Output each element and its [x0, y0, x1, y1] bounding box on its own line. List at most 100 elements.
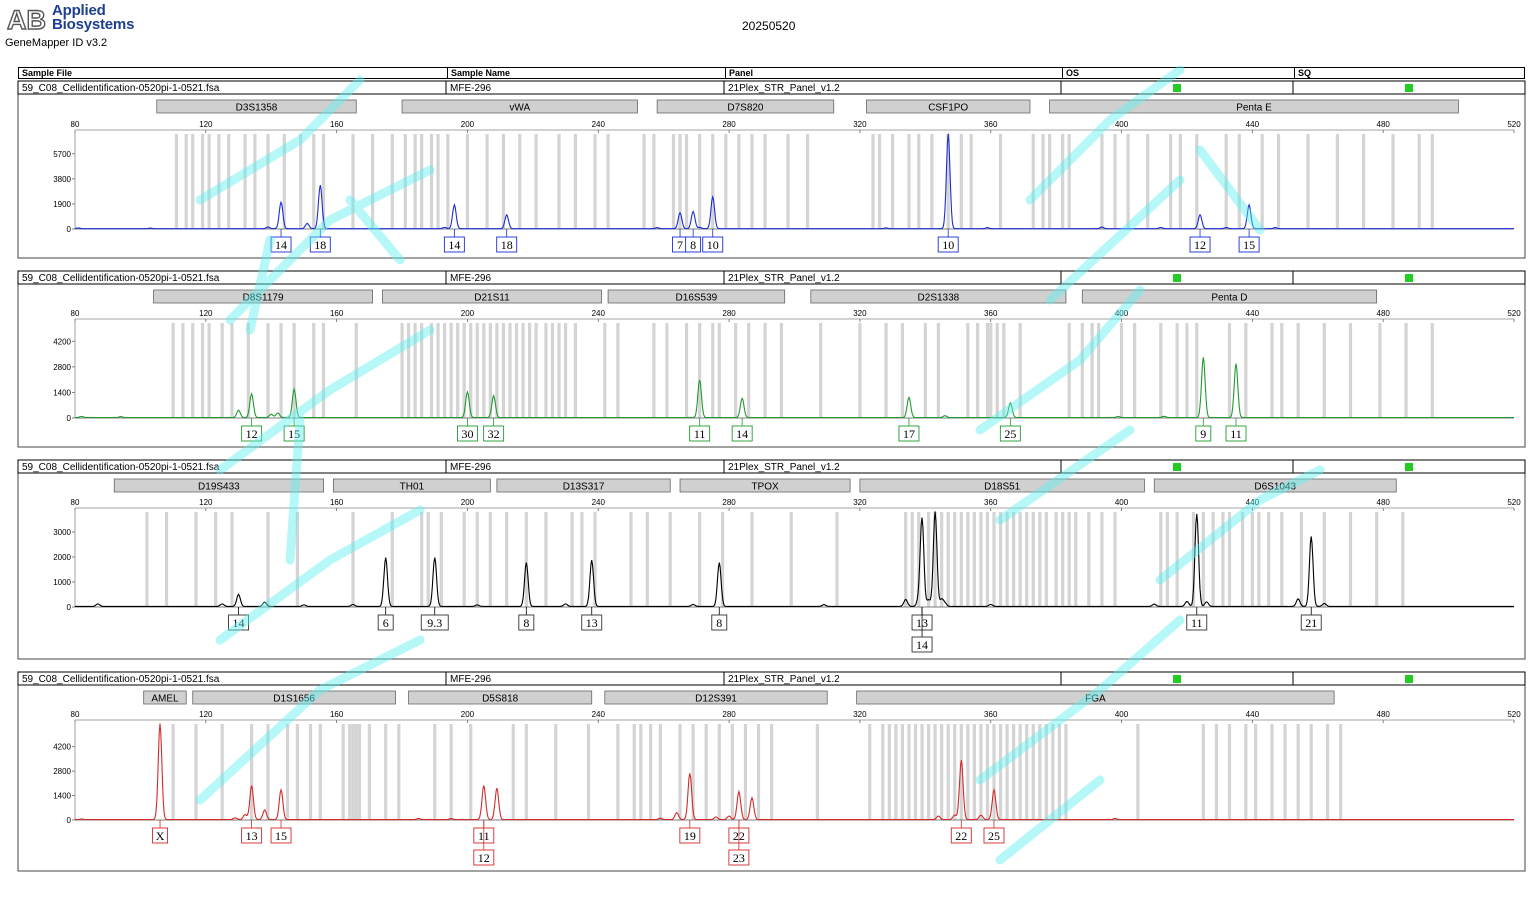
bin-stripe	[429, 323, 434, 418]
bin-stripe	[1025, 512, 1029, 607]
allele-call-box[interactable]	[983, 827, 1005, 844]
allele-call-box[interactable]	[1300, 614, 1322, 631]
allele-call-box[interactable]	[679, 827, 701, 844]
os-status-indicator[interactable]	[1173, 274, 1181, 282]
locus-box[interactable]	[1081, 289, 1378, 304]
allele-call-box[interactable]	[1238, 236, 1260, 253]
locus-box[interactable]	[607, 289, 786, 304]
x-axis: 80 120 160 200 240 280 320 360 400 440 480 520	[71, 309, 1521, 322]
os-status-indicator[interactable]	[1173, 463, 1181, 471]
sample-file-name: 59_C08_Cellidentification-0520pi-1-0521.…	[22, 83, 220, 94]
locus-box[interactable]	[113, 478, 324, 493]
locus-box[interactable]	[153, 289, 374, 304]
bin-stripe	[1100, 134, 1104, 229]
allele-call-box[interactable]	[689, 425, 711, 442]
allele-call-box[interactable]	[1189, 236, 1211, 253]
bin-stripe	[1047, 134, 1052, 229]
allele-call-box[interactable]	[283, 425, 305, 442]
allele-call-box[interactable]	[685, 236, 702, 253]
allele-call-box[interactable]	[270, 236, 292, 253]
x-tick-label: 240	[592, 710, 606, 719]
allele-call-box[interactable]	[420, 614, 449, 631]
locus-box[interactable]	[156, 99, 357, 114]
allele-call-box[interactable]	[937, 236, 959, 253]
locus-box[interactable]	[192, 690, 396, 705]
allele-call-box[interactable]	[911, 636, 933, 653]
bin-stripe	[966, 512, 970, 607]
bin-stripe	[1339, 724, 1343, 820]
sq-status-indicator[interactable]	[1405, 675, 1413, 683]
allele-call-box[interactable]	[581, 614, 603, 631]
column-header-sample-name[interactable]: Sample Name	[447, 68, 725, 78]
allele-call-box[interactable]	[702, 236, 724, 253]
bin-stripe	[573, 323, 577, 418]
allele-call-box[interactable]	[152, 827, 168, 844]
sq-status-indicator[interactable]	[1405, 84, 1413, 92]
locus-box[interactable]	[656, 99, 835, 114]
allele-call-box[interactable]	[377, 614, 394, 631]
allele-call-label: 14	[916, 638, 928, 652]
locus-box[interactable]	[143, 690, 187, 705]
locus-box[interactable]	[496, 478, 671, 493]
bin-stripe	[858, 323, 862, 418]
locus-box[interactable]	[856, 690, 1335, 705]
column-header-panel[interactable]: Panel	[725, 68, 1062, 78]
allele-call-box[interactable]	[443, 236, 465, 253]
allele-call-box[interactable]	[728, 849, 750, 866]
x-tick-label: 400	[1115, 120, 1129, 129]
bin-stripe	[436, 134, 440, 229]
sq-status-indicator[interactable]	[1405, 274, 1413, 282]
allele-call-box[interactable]	[496, 236, 518, 253]
locus-box[interactable]	[332, 478, 491, 493]
bin-stripe	[946, 724, 950, 820]
allele-call-box[interactable]	[241, 425, 263, 442]
column-header-os[interactable]: OS	[1062, 68, 1294, 78]
locus-box[interactable]	[408, 690, 593, 705]
allele-call-box[interactable]	[711, 614, 728, 631]
locus-box[interactable]	[1049, 99, 1459, 114]
allele-call-box[interactable]	[457, 425, 478, 442]
peak-apex	[352, 603, 354, 605]
peak-apex	[1186, 600, 1188, 602]
allele-call-box[interactable]	[270, 827, 292, 844]
allele-call-box[interactable]	[950, 827, 972, 844]
allele-call-box[interactable]	[1186, 614, 1208, 631]
allele-call-box[interactable]	[999, 425, 1021, 442]
x-tick-label: 160	[330, 120, 344, 129]
locus-box[interactable]	[810, 289, 1067, 304]
allele-call-label: 21	[1305, 616, 1317, 630]
allele-call-box[interactable]	[731, 425, 753, 442]
locus-box[interactable]	[1153, 478, 1397, 493]
peak-apex	[993, 789, 995, 791]
locus-box[interactable]	[679, 478, 851, 493]
allele-call-box[interactable]	[1195, 425, 1212, 442]
bin-stripe	[200, 323, 205, 418]
allele-call-box[interactable]	[518, 614, 535, 631]
locus-box[interactable]	[604, 690, 828, 705]
column-header-sq[interactable]: SQ	[1294, 68, 1524, 78]
column-header-sample-file[interactable]: Sample File	[22, 68, 73, 78]
bin-stripe	[505, 512, 509, 607]
peak-apex	[159, 722, 161, 724]
allele-call-box[interactable]	[483, 425, 505, 442]
sq-status-indicator[interactable]	[1405, 463, 1413, 471]
allele-call-label: 32	[488, 427, 500, 441]
bin-stripe	[456, 323, 460, 418]
allele-call-label: 12	[246, 427, 258, 441]
bin-stripe	[230, 323, 234, 418]
allele-call-box[interactable]	[309, 236, 331, 253]
locus-box[interactable]	[401, 99, 638, 114]
allele-call-box[interactable]	[473, 849, 495, 866]
locus-box[interactable]	[382, 289, 602, 304]
allele-call-box[interactable]	[898, 425, 920, 442]
sample-info-row: 59_C08_Cellidentification-0520pi-1-0521.…	[17, 459, 1526, 474]
locus-box[interactable]	[866, 99, 1031, 114]
os-status-indicator[interactable]	[1173, 675, 1181, 683]
allele-call-box[interactable]	[228, 614, 249, 631]
allele-call-box[interactable]	[1225, 425, 1247, 442]
bin-stripe	[282, 134, 286, 229]
allele-call-box[interactable]	[241, 827, 263, 844]
locus-box[interactable]	[859, 478, 1145, 493]
os-status-indicator[interactable]	[1173, 84, 1181, 92]
bin-stripe	[770, 724, 774, 820]
